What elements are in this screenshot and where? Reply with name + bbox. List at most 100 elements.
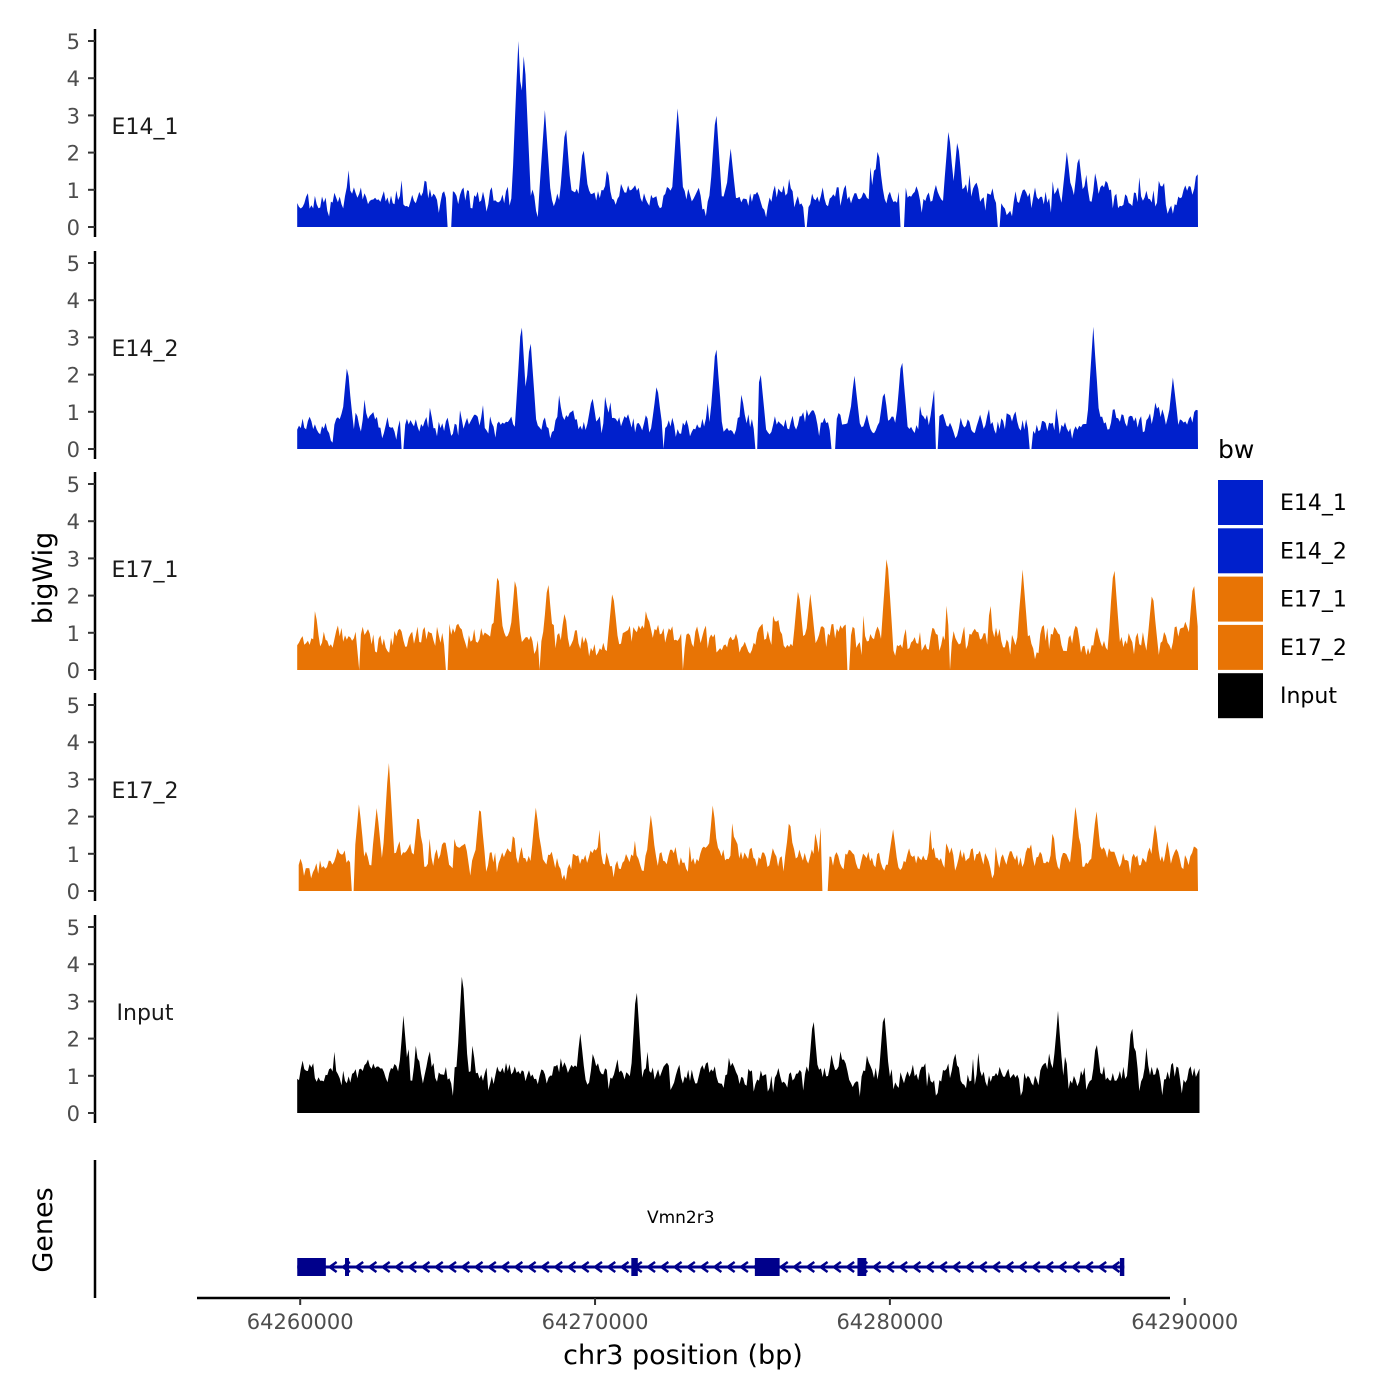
legend-item-E14_2: E14_2 [1218,528,1347,574]
strand-arrow [990,1260,1001,1274]
y-tick-label: 5 [67,252,80,276]
coverage-area-E17_1 [297,559,1198,670]
coverage-area-E14_2 [297,326,1198,449]
coverage-area-E14_1 [297,41,1198,227]
legend-item-E17_1: E17_1 [1218,576,1347,622]
y-tick-label: 3 [67,326,80,350]
strand-arrow [805,1260,816,1274]
strand-arrow [791,1260,802,1274]
strand-arrow [393,1260,404,1274]
coverage-area-E17_2 [298,763,1198,891]
gene-exon [345,1258,350,1276]
strand-arrow [407,1260,417,1274]
coverage-area-Input [297,976,1200,1113]
strand-arrow [1030,1260,1041,1274]
strand-arrow [1043,1260,1054,1274]
x-axis-title: chr3 position (bp) [563,1340,803,1371]
strand-arrow [499,1260,510,1274]
strand-arrow [645,1260,656,1274]
y-tick-label: 5 [67,473,80,497]
y-tick-label: 1 [67,1065,80,1089]
strand-arrow [1017,1260,1028,1274]
strand-arrow [354,1260,364,1274]
strand-arrow [964,1260,975,1274]
legend-label: E17_2 [1280,636,1347,661]
y-tick-label: 2 [67,142,80,166]
strand-arrow [884,1260,895,1274]
genes-axis-title: Genes [28,1187,59,1272]
track-Input: 0 1 2 3 4 5 Input [67,915,1200,1126]
strand-arrow [327,1260,338,1274]
strand-arrow [606,1260,616,1274]
track-E14_1: 0 1 2 3 4 5 E14_1 [67,29,1198,240]
y-tick-label: 0 [67,438,80,462]
track-label: E17_2 [112,779,179,804]
strand-arrow [937,1260,948,1274]
strand-arrow [898,1260,908,1274]
y-tick-label: 0 [67,659,80,683]
y-tick-label: 0 [67,1102,80,1126]
y-tick-label: 1 [67,179,80,203]
legend-item-Input: Input [1218,673,1337,719]
strand-arrow [566,1260,577,1274]
strand-arrow [579,1260,590,1274]
strand-arrow [924,1260,935,1274]
track-E17_1: 0 1 2 3 4 5 E17_1 [67,472,1198,683]
y-tick-label: 4 [67,510,80,534]
y-tick-label: 1 [67,622,80,646]
x-axis: 64260000 64270000 64280000 64290000 [197,1296,1238,1334]
strand-arrow [871,1260,882,1274]
strand-arrow [513,1260,524,1274]
strand-arrow [473,1260,484,1274]
y-tick-label: 2 [67,1028,80,1052]
gene-exon [1119,1258,1125,1276]
strand-arrow [712,1260,723,1274]
gene-track: Vmn2r3 [93,1160,1125,1298]
strand-arrow [725,1260,736,1274]
strand-arrow [738,1260,749,1274]
strand-arrow [911,1260,922,1274]
gene-name-label: Vmn2r3 [647,1208,715,1228]
legend-item-E17_2: E17_2 [1218,624,1347,670]
legend-label: E14_1 [1280,491,1347,516]
y-tick-label: 1 [67,843,80,867]
track-label: E14_2 [112,337,179,362]
track-label: E14_1 [112,115,179,140]
strand-arrow [1004,1260,1015,1274]
y-axis-title: bigWig [28,532,59,625]
strand-arrow [619,1260,630,1274]
x-tick-label: 64270000 [542,1310,649,1334]
strand-arrow [951,1260,961,1274]
legend-item-E14_1: E14_1 [1218,480,1347,525]
x-tick-label: 64260000 [247,1310,354,1334]
strand-arrow [433,1260,444,1274]
strand-arrow [592,1260,603,1274]
gene-exon [857,1258,867,1276]
y-tick-label: 0 [67,880,80,904]
strand-arrow [1083,1260,1094,1274]
x-tick-label: 64280000 [836,1310,943,1334]
y-tick-label: 4 [67,67,80,91]
strand-arrow [367,1260,378,1274]
track-label: E17_1 [112,558,179,583]
y-tick-label: 2 [67,364,80,388]
legend-swatch [1218,673,1263,719]
gene-exon [297,1258,326,1276]
track-E14_2: 0 1 2 3 4 5 E14_2 [67,251,1198,462]
legend: bw E14_1 E14_2 E17_1 E17_2 Input [1218,435,1347,719]
strand-arrow [1097,1260,1107,1274]
y-tick-label: 3 [67,104,80,128]
strand-arrow [460,1260,471,1274]
legend-label: E17_1 [1280,588,1347,613]
y-tick-label: 5 [67,694,80,718]
x-tick-label: 64290000 [1131,1310,1238,1334]
y-tick-label: 4 [67,731,80,755]
strand-arrow [844,1260,855,1274]
strand-arrow [1070,1260,1081,1274]
y-tick-label: 1 [67,401,80,425]
y-tick-label: 5 [67,30,80,54]
legend-label: E14_2 [1280,539,1347,564]
strand-arrow [486,1260,497,1274]
